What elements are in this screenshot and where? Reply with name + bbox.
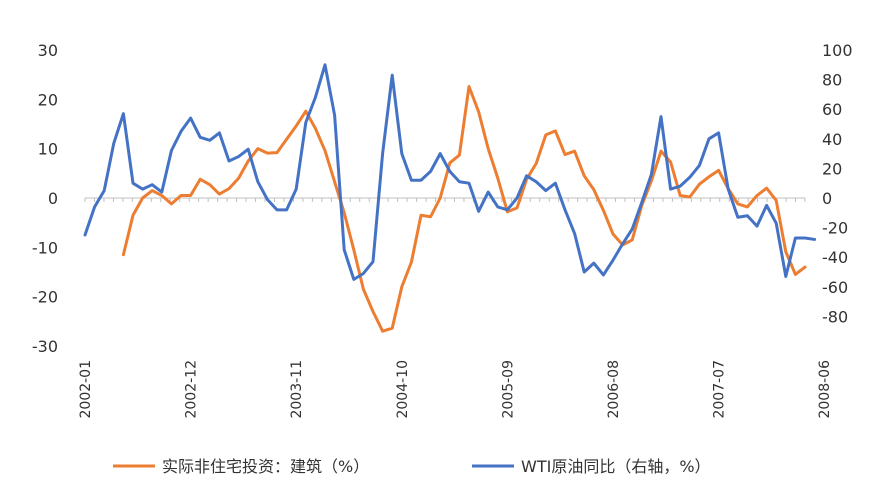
right-tick-label: 80 <box>822 71 842 90</box>
legend-label-construction: 实际非住宅投资：建筑（%） <box>162 457 369 476</box>
x-axis: 2002-01 2002-12 2003-11 2004-10 2005-09 2006-… <box>78 197 833 419</box>
x-tick-label: 2004-10 <box>395 360 411 419</box>
series-line-construction <box>121 85 807 333</box>
left-tick-label: -30 <box>32 337 58 356</box>
left-tick-label: 10 <box>38 140 58 159</box>
x-tick-label: 2006-08 <box>606 360 622 419</box>
x-tick-label: 2002-12 <box>184 360 200 419</box>
right-tick-label: 0 <box>822 189 832 208</box>
series-line-wti <box>83 63 817 281</box>
right-tick-label: -40 <box>822 248 848 267</box>
right-tick-label: 100 <box>822 41 853 60</box>
x-tick-label: 2007-07 <box>712 360 728 419</box>
legend-label-wti: WTI原油同比（右轴，%） <box>521 457 711 476</box>
right-tick-label: -80 <box>822 307 848 326</box>
left-tick-label: 0 <box>48 189 58 208</box>
x-tick-label: 2003-11 <box>289 360 305 419</box>
left-axis-tick-labels: -30 -20 -10 0 10 20 30 <box>32 41 58 356</box>
right-tick-label: -60 <box>822 278 848 297</box>
right-tick-label: 60 <box>822 100 842 119</box>
right-axis-tick-labels: -80 -60 -40 -20 0 20 40 60 80 100 <box>822 41 853 326</box>
legend: 实际非住宅投资：建筑（%） WTI原油同比（右轴，%） <box>113 457 711 476</box>
right-tick-label: 40 <box>822 130 842 149</box>
left-tick-label: -20 <box>32 288 58 307</box>
left-tick-label: 20 <box>38 90 58 109</box>
left-tick-label: 30 <box>38 41 58 60</box>
left-tick-label: -10 <box>32 238 58 257</box>
x-tick-label: 2002-01 <box>78 360 94 419</box>
series-lines <box>83 63 817 333</box>
x-tick-label: 2008-06 <box>817 360 833 419</box>
right-tick-label: 20 <box>822 159 842 178</box>
right-tick-label: -20 <box>822 219 848 238</box>
x-tick-label: 2005-09 <box>500 360 516 419</box>
